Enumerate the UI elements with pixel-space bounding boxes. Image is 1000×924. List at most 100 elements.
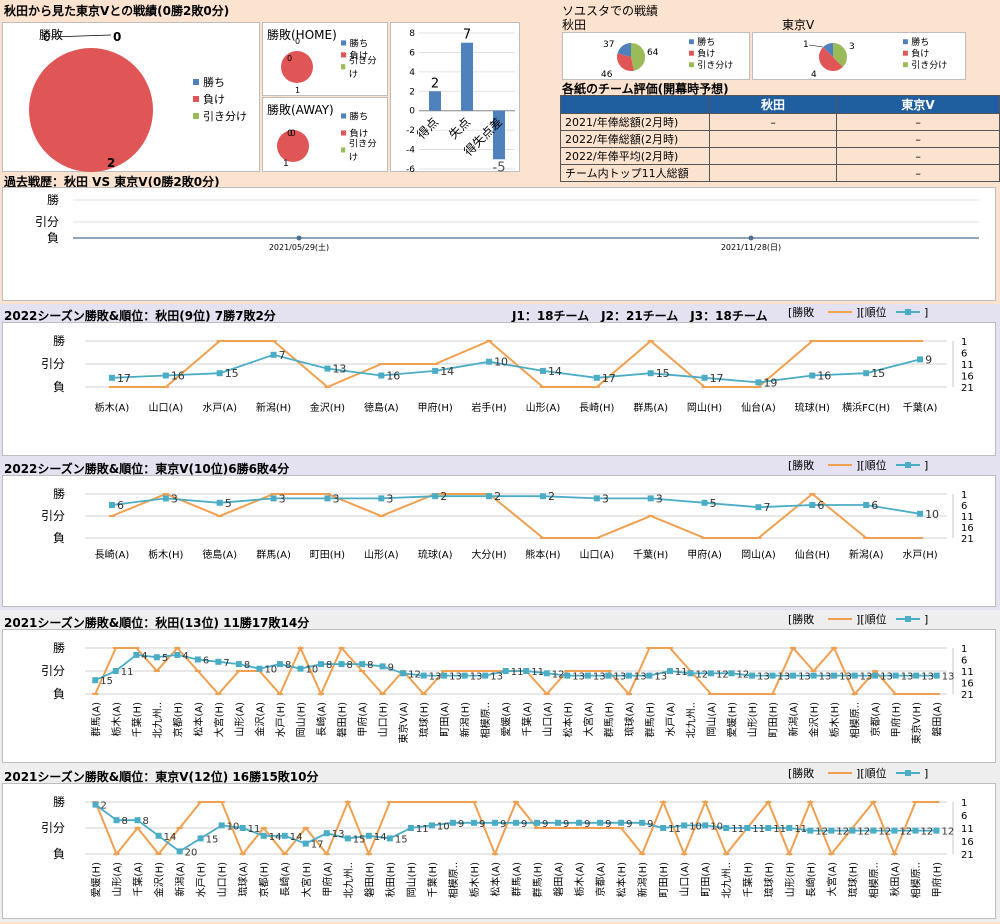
rank-label: 11 <box>731 824 744 835</box>
x-label: 町田(H) <box>659 862 670 897</box>
x-label: 甲府(A) <box>356 702 369 737</box>
rank-marker <box>917 510 924 517</box>
y-result-label: 引分 <box>41 664 65 678</box>
result-line <box>111 492 921 539</box>
rank-label: 3 <box>171 492 178 505</box>
history-title: 過去戦歴：秋田 VS 東京V(0勝2敗0分) <box>4 175 220 189</box>
rank-marker <box>482 672 489 679</box>
y-result-label: 勝 <box>53 640 65 655</box>
x-label: 町田(A) <box>701 862 712 897</box>
legend-rank-text: ][順位 <box>856 612 887 626</box>
x-label: 松本(H) <box>561 702 574 737</box>
legend-label: 勝ち <box>349 110 369 122</box>
legend-result-text: [勝敗 <box>788 305 814 319</box>
tokyo-pie-draw-value: 3 <box>849 42 855 52</box>
legend-loss: 負け <box>689 47 733 59</box>
x-label: 栃木(H) <box>148 548 183 561</box>
y-result-label: 引分 <box>41 357 65 371</box>
y-tick-label: -4 <box>406 146 415 156</box>
rank-marker <box>605 672 612 679</box>
rank-marker <box>432 367 439 374</box>
rank-marker <box>543 670 550 677</box>
record-title: 秋田から見た東京Vとの戦績(0勝2敗0分) <box>4 4 230 18</box>
x-label: 長崎(A) <box>315 702 328 737</box>
x-label: 山形(H) <box>747 702 759 737</box>
akita-pie-draw-slice <box>631 42 646 71</box>
x-label: 千葉(A) <box>903 401 938 414</box>
legend-loss: 負け <box>903 47 947 59</box>
rank-label: 5 <box>162 653 168 664</box>
x-label: 千葉(H) <box>426 862 439 897</box>
x-label: 群馬(A) <box>510 862 523 897</box>
x-label: 金沢(H) <box>153 862 166 897</box>
rank-label: 9 <box>521 819 527 830</box>
x-label: 愛媛(H) <box>90 862 103 897</box>
y-result-label: 勝 <box>53 794 65 809</box>
rank-marker <box>912 827 919 834</box>
rank-label: 13 <box>593 672 606 683</box>
x-label: 長崎(H) <box>579 401 614 414</box>
win-swatch-icon <box>903 39 908 45</box>
y-rank-tick: 11 <box>961 360 974 371</box>
home-legend-loss: 負け <box>341 49 380 61</box>
rank-label: 6 <box>817 499 824 512</box>
x-label: 山形(H) <box>784 862 796 897</box>
rank-marker <box>723 825 730 831</box>
x-label: 千葉(H) <box>741 862 754 897</box>
category-label: 得点 <box>414 114 442 142</box>
rank-marker <box>828 827 835 834</box>
rank-label: 3 <box>656 492 663 505</box>
rank-marker <box>863 370 870 377</box>
sosusta-tokyo-card: 1 3 4 勝ち 負け 引き分け <box>752 32 966 80</box>
rank-label: 8 <box>347 660 353 671</box>
rank-marker <box>344 835 351 842</box>
rank-label: 8 <box>244 660 250 671</box>
rank-marker <box>338 661 345 668</box>
rank-marker <box>755 379 762 386</box>
y-rank-tick: 16 <box>961 523 974 534</box>
season-tokyo-2022-title: 2022シーズン勝敗&順位：東京V(10位)6勝6敗4分 <box>4 462 290 476</box>
season-akita-2022-card: 勝引分負 1 6 11 16 21 17 16 15 7 13 16 14 10 14 17 15 17 19 16 1… <box>2 307 996 456</box>
x-label: 山口(H) <box>217 862 229 897</box>
rank-label: 2 <box>101 801 107 812</box>
rank-label: 7 <box>279 349 286 362</box>
rank-label: 14 <box>290 832 303 843</box>
x-label: 新潟(H) <box>636 862 649 897</box>
y-tick-label: 4 <box>409 68 415 78</box>
akita-pie-loss-value: 46 <box>601 70 613 80</box>
rank-marker <box>239 825 246 831</box>
rank-marker <box>765 825 772 831</box>
y-tick-label: -2 <box>406 126 415 136</box>
rank-marker <box>176 848 183 855</box>
rank-marker <box>92 677 99 684</box>
overall-pie: 0 0 2 <box>29 30 153 172</box>
rank-label: 15 <box>225 367 239 380</box>
x-label: 新潟(A) <box>174 862 187 897</box>
x-label: 仙台(A) <box>741 401 776 414</box>
rank-marker <box>701 374 708 381</box>
rank-label: 9 <box>479 819 485 830</box>
legend-row-s1: [勝敗 ][順位 ] <box>788 305 928 319</box>
rank-label: 9 <box>647 819 653 830</box>
home-pie-card: 勝敗(HOME) 0 0 1 勝ち 負け 引き分け <box>262 22 388 96</box>
rank-label: 19 <box>763 376 777 389</box>
result-point <box>748 235 754 241</box>
rank-label: 7 <box>763 501 770 514</box>
x-label: 磐田(H) <box>363 862 376 897</box>
eval-tokyo-value: – <box>836 147 1000 165</box>
away-pie-label: 勝敗(AWAY) <box>267 103 334 117</box>
rank-marker <box>174 651 181 658</box>
x-label: 群馬(A) <box>633 401 668 414</box>
rank-marker <box>769 672 776 679</box>
y-rank-tick: 16 <box>961 679 974 690</box>
rank-marker <box>441 672 448 679</box>
rank-label: 9 <box>584 819 590 830</box>
rank-line <box>94 653 937 682</box>
sosusta-akita-card: 37 64 46 勝ち 負け 引き分け <box>562 32 750 80</box>
rank-marker <box>134 817 141 824</box>
x-label: 山形(A) <box>364 549 399 561</box>
y-result-label: 勝 <box>53 486 65 501</box>
rank-marker <box>92 801 99 808</box>
rank-marker <box>681 822 688 829</box>
